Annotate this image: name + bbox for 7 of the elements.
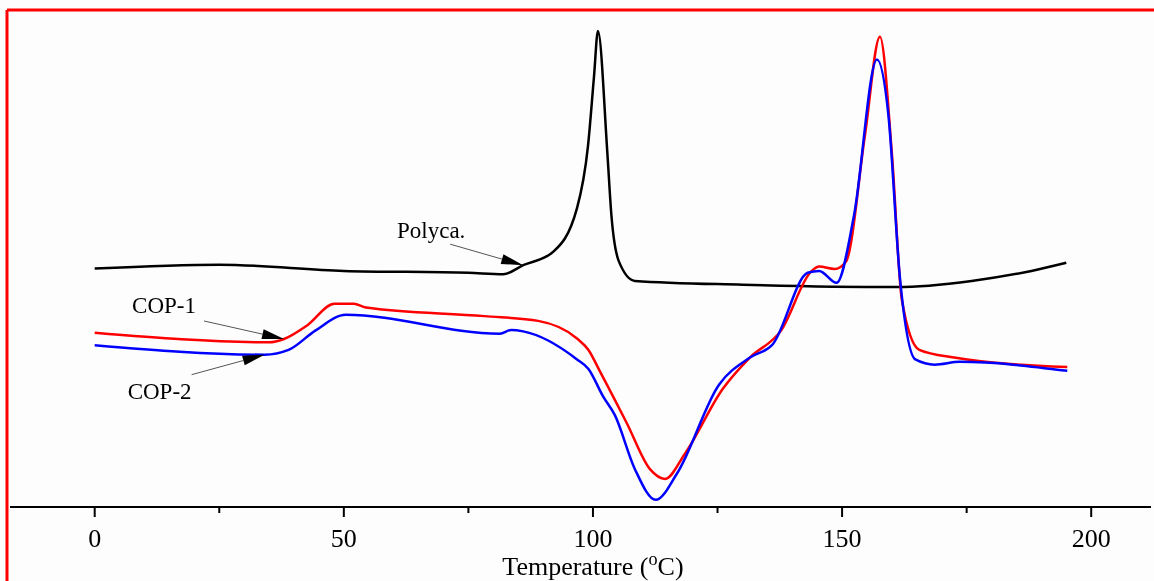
series-label: COP-2	[127, 378, 192, 404]
series-label: Polyca.	[397, 218, 466, 244]
x-tick-label: 0	[88, 524, 102, 553]
x-tick-label: 50	[330, 524, 357, 553]
x-tick-label: 200	[1071, 524, 1111, 553]
series-label: COP-1	[132, 292, 196, 318]
x-tick-label: 150	[822, 524, 862, 553]
